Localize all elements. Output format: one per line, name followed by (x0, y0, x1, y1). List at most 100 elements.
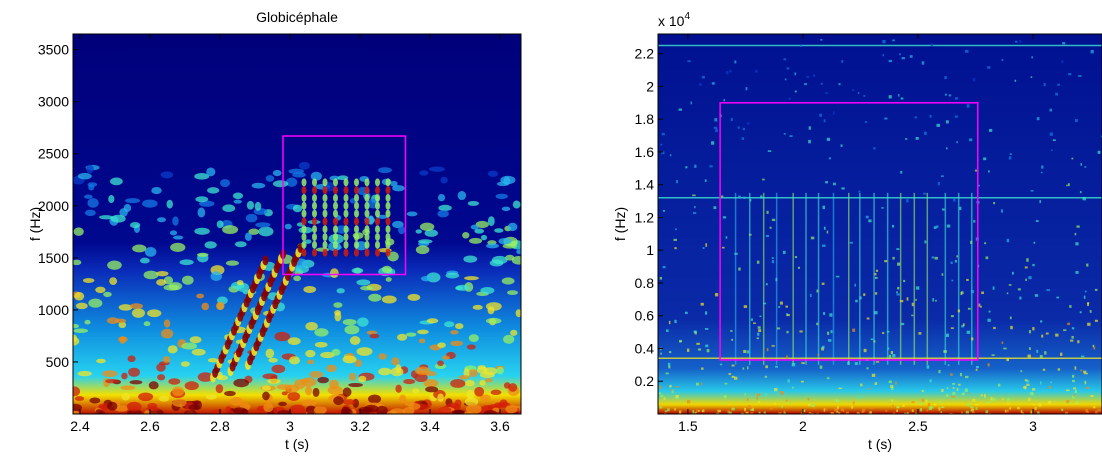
left-spectro-blob (121, 392, 130, 401)
right-spectro-speck (821, 282, 825, 285)
left-spectro-blob (391, 357, 400, 366)
right-spectro-speck (701, 75, 705, 79)
right-spectro-speck (826, 377, 830, 380)
right-spectro-speck (973, 220, 976, 223)
left-spectro-blob (155, 271, 169, 277)
left-spectro-blob (191, 348, 206, 356)
left-click-pulse (364, 233, 370, 242)
left-spectro-blob (225, 406, 232, 414)
right-spectro-speck (978, 184, 981, 187)
right-spectro-speck (923, 192, 927, 195)
right-spectro-speck (838, 412, 841, 414)
left-spectro-blob (348, 372, 356, 381)
right-spectro-speck (675, 395, 679, 399)
right-spectro-speck (750, 412, 754, 414)
left-click-pulse (312, 240, 317, 249)
left-spectro-blob (476, 366, 488, 374)
right-spectro-speck (1100, 135, 1102, 138)
right-spectro-speck (924, 131, 927, 136)
right-spectro-speck (841, 187, 845, 190)
right-spectro-speck (1027, 354, 1031, 358)
left-spectro-blob (197, 207, 206, 218)
left-spectro-blob (510, 329, 518, 336)
right-spectro-speck (952, 391, 956, 396)
left-spectro-blob (466, 389, 475, 400)
left-spectro-blob (245, 213, 258, 223)
left-spectro-blob (172, 216, 179, 226)
right-spectro-speck (940, 411, 943, 414)
right-spectro-speck (869, 411, 872, 414)
right-spectro-speck (941, 273, 944, 276)
right-ticks: 1.5 2 2.5 3 0.2 0.4 0.6 0.8 1 1.2 1.4 1.6 1.8 2 2.2 (635, 34, 1037, 434)
left-spectro-blob (304, 239, 312, 244)
right-spectro-speck (993, 202, 996, 205)
left-spectro-blob (498, 237, 512, 245)
left-spectro-blob (378, 367, 392, 376)
right-spectro-speck (700, 302, 704, 306)
right-spectro-speck (724, 382, 728, 385)
right-spectro-speck (838, 387, 842, 390)
left-click-pulse (333, 178, 338, 187)
right-spectro-speck (896, 406, 899, 409)
left-spectro-blob (406, 211, 418, 217)
left-spectro-blob (490, 389, 502, 396)
left-click-pulse (354, 201, 359, 210)
left-spectro-blob (479, 394, 491, 402)
left-spectro-blob (381, 295, 397, 304)
right-spectro-speck (1071, 379, 1075, 383)
right-spectro-speck (1080, 369, 1083, 372)
right-spectro-speck (1078, 75, 1082, 77)
left-spectro-blob (160, 328, 174, 339)
right-spectro-speck (951, 383, 956, 385)
left-click-pulse (333, 193, 338, 202)
right-spectro-speck (668, 351, 672, 354)
right-spectro-speck (744, 407, 747, 412)
right-spectro-speck (805, 75, 810, 78)
right-spectro-speck (836, 400, 840, 403)
right-spectro-speck (663, 397, 666, 400)
right-spectro-speck (826, 137, 831, 141)
right-spectro-speck (747, 405, 751, 409)
right-spectro-speck (750, 318, 754, 321)
right-spectro-speck (821, 347, 824, 351)
right-spectro-speck (970, 240, 973, 244)
left-click-pulse (343, 209, 349, 218)
left-spectro-blob (501, 206, 511, 212)
right-spectro-speck (730, 330, 733, 332)
left-spectro-blob (463, 255, 478, 263)
right-ytick-label: 2.2 (635, 46, 655, 62)
right-spectro-speck (1014, 40, 1018, 43)
left-click-pulse (312, 233, 317, 242)
right-spectro-speck (752, 407, 755, 412)
right-spectro-speck (766, 210, 769, 214)
right-spectro-speck (854, 283, 856, 287)
right-spectro-speck (706, 349, 710, 353)
right-spectro-speck (863, 95, 866, 97)
left-spectro-blob (426, 318, 439, 324)
left-click-pulse (364, 217, 370, 226)
left-spectro-blob (456, 410, 464, 414)
left-spectro-blob (309, 371, 324, 378)
right-spectro-speck (1009, 153, 1012, 155)
left-spectro-blob (485, 317, 502, 324)
left-spectro-blob (75, 302, 88, 310)
left-click-pulse (385, 240, 391, 249)
right-spectro-speck (845, 411, 849, 414)
left-click-pulse (385, 217, 391, 226)
right-spectro-speck (980, 394, 983, 397)
left-click-pulse (322, 225, 328, 234)
right-spectro-speck (1077, 340, 1080, 344)
left-spectro-blob (96, 358, 106, 364)
left-spectro-blob (368, 394, 382, 404)
right-spectro-speck (775, 277, 778, 282)
left-click-pulse (385, 225, 391, 234)
right-spectro-speck (899, 300, 904, 303)
left-spectro-blob (103, 291, 112, 298)
left-click-pulse (301, 240, 307, 249)
right-spectro-speck (896, 293, 900, 296)
right-spectro-speck (1071, 335, 1074, 339)
right-spectro-speck (874, 292, 878, 295)
right-spectro-speck (890, 384, 894, 388)
right-spectro-speck (1026, 383, 1030, 386)
right-spectro-speck (885, 409, 888, 412)
